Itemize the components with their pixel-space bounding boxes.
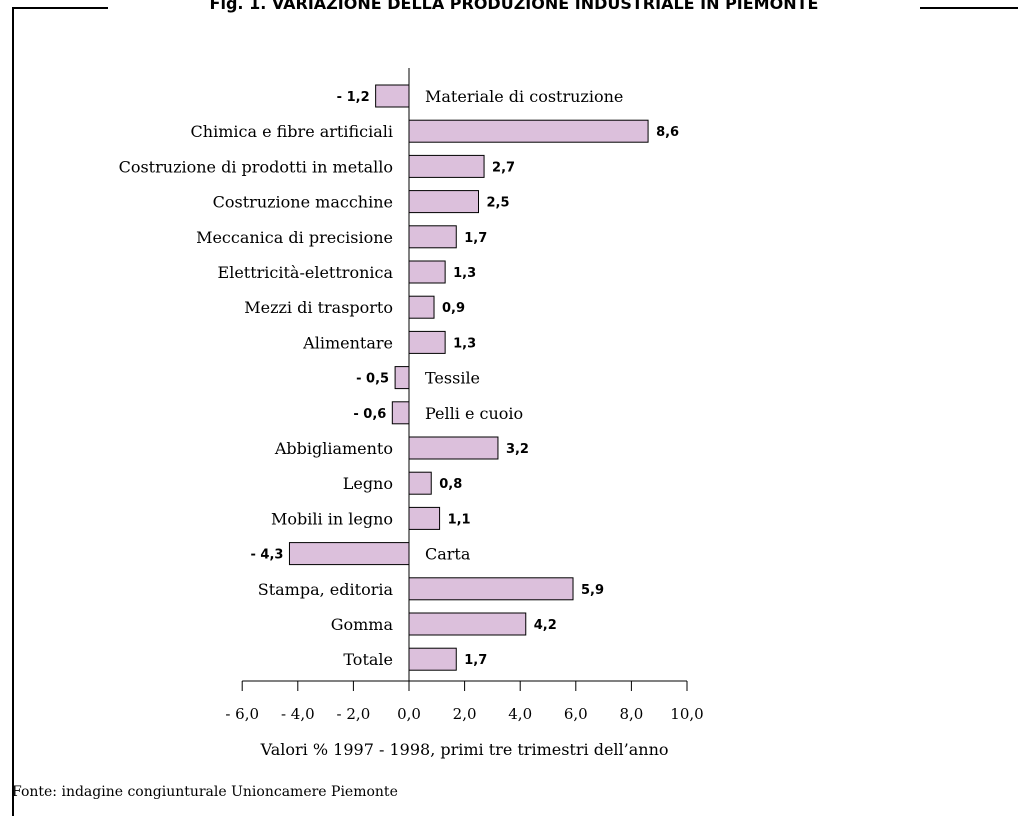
category-label: Legno (343, 474, 393, 493)
x-tick-label: 4,0 (508, 705, 532, 723)
value-label: 1,3 (453, 336, 476, 351)
category-label: Alimentare (302, 333, 393, 352)
category-label: Meccanica di precisione (196, 228, 393, 247)
bar (288, 542, 410, 566)
bar (408, 436, 499, 460)
category-label: Pelli e cuoio (425, 404, 523, 423)
x-tick-label: 6,0 (564, 705, 588, 723)
frame-top-right-line (905, 7, 1018, 9)
category-label: Abbigliamento (274, 439, 393, 458)
bar (408, 330, 446, 354)
category-label: Mezzi di trasporto (244, 298, 393, 317)
value-label: 5,9 (581, 583, 604, 598)
category-label: Elettricità-elettronica (218, 263, 394, 282)
category-label: Totale (343, 650, 393, 669)
bar (408, 577, 574, 601)
value-label: 8,6 (656, 125, 679, 140)
frame-top-left-line (12, 7, 122, 9)
category-label: Mobili in legno (271, 509, 393, 528)
bar (408, 295, 435, 319)
value-label: 2,7 (492, 160, 515, 175)
value-label: 2,5 (487, 196, 510, 211)
bar (408, 647, 457, 671)
x-tick-label: 10,0 (670, 705, 703, 723)
category-label: Chimica e fibre artificiali (191, 122, 393, 141)
value-label: 1,7 (464, 653, 487, 668)
bar (375, 84, 410, 108)
bar (408, 119, 649, 143)
bar-chart: Materiale di costruzione - 1,2 Chimica e f… (119, 68, 704, 759)
bar (408, 506, 441, 530)
category-label: Materiale di costruzione (425, 87, 623, 106)
value-label: - 0,6 (353, 407, 386, 422)
value-label: 1,1 (448, 512, 471, 527)
x-tick-label: - 6,0 (225, 705, 259, 723)
value-label: 1,3 (453, 266, 476, 281)
frame-left-line (12, 7, 14, 816)
bar (408, 190, 479, 214)
bar (394, 366, 410, 390)
value-label: 4,2 (534, 618, 557, 633)
x-axis-title: Valori % 1997 - 1998, primi tre trimestr… (260, 740, 669, 759)
category-label: Carta (425, 545, 471, 564)
value-label: 1,7 (464, 231, 487, 246)
x-tick-label: - 4,0 (281, 705, 315, 723)
category-label: Costruzione di prodotti in metallo (119, 157, 393, 176)
value-label: 0,9 (442, 301, 465, 316)
category-label: Tessile (425, 369, 480, 388)
bar (391, 401, 410, 425)
x-tick-label: 8,0 (619, 705, 643, 723)
bar (408, 471, 432, 495)
source-note: Fonte: indagine congiunturale Unioncamer… (12, 784, 398, 800)
value-label: 3,2 (506, 442, 529, 457)
bar (408, 225, 457, 249)
x-tick-label: - 2,0 (337, 705, 371, 723)
bar (408, 154, 485, 178)
category-label: Gomma (331, 615, 394, 634)
value-label: - 1,2 (337, 90, 370, 105)
value-label: - 0,5 (356, 372, 389, 387)
category-label: Stampa, editoria (258, 580, 394, 599)
value-label: - 4,3 (251, 548, 284, 563)
bar (408, 612, 527, 636)
x-tick-label: 0,0 (397, 705, 421, 723)
category-label: Costruzione macchine (213, 193, 393, 212)
bar (408, 260, 446, 284)
x-tick-label: 2,0 (453, 705, 477, 723)
figure-title: Fig. 1. VARIAZIONE DELLA PRODUZIONE INDU… (108, 0, 920, 17)
value-label: 0,8 (439, 477, 462, 492)
